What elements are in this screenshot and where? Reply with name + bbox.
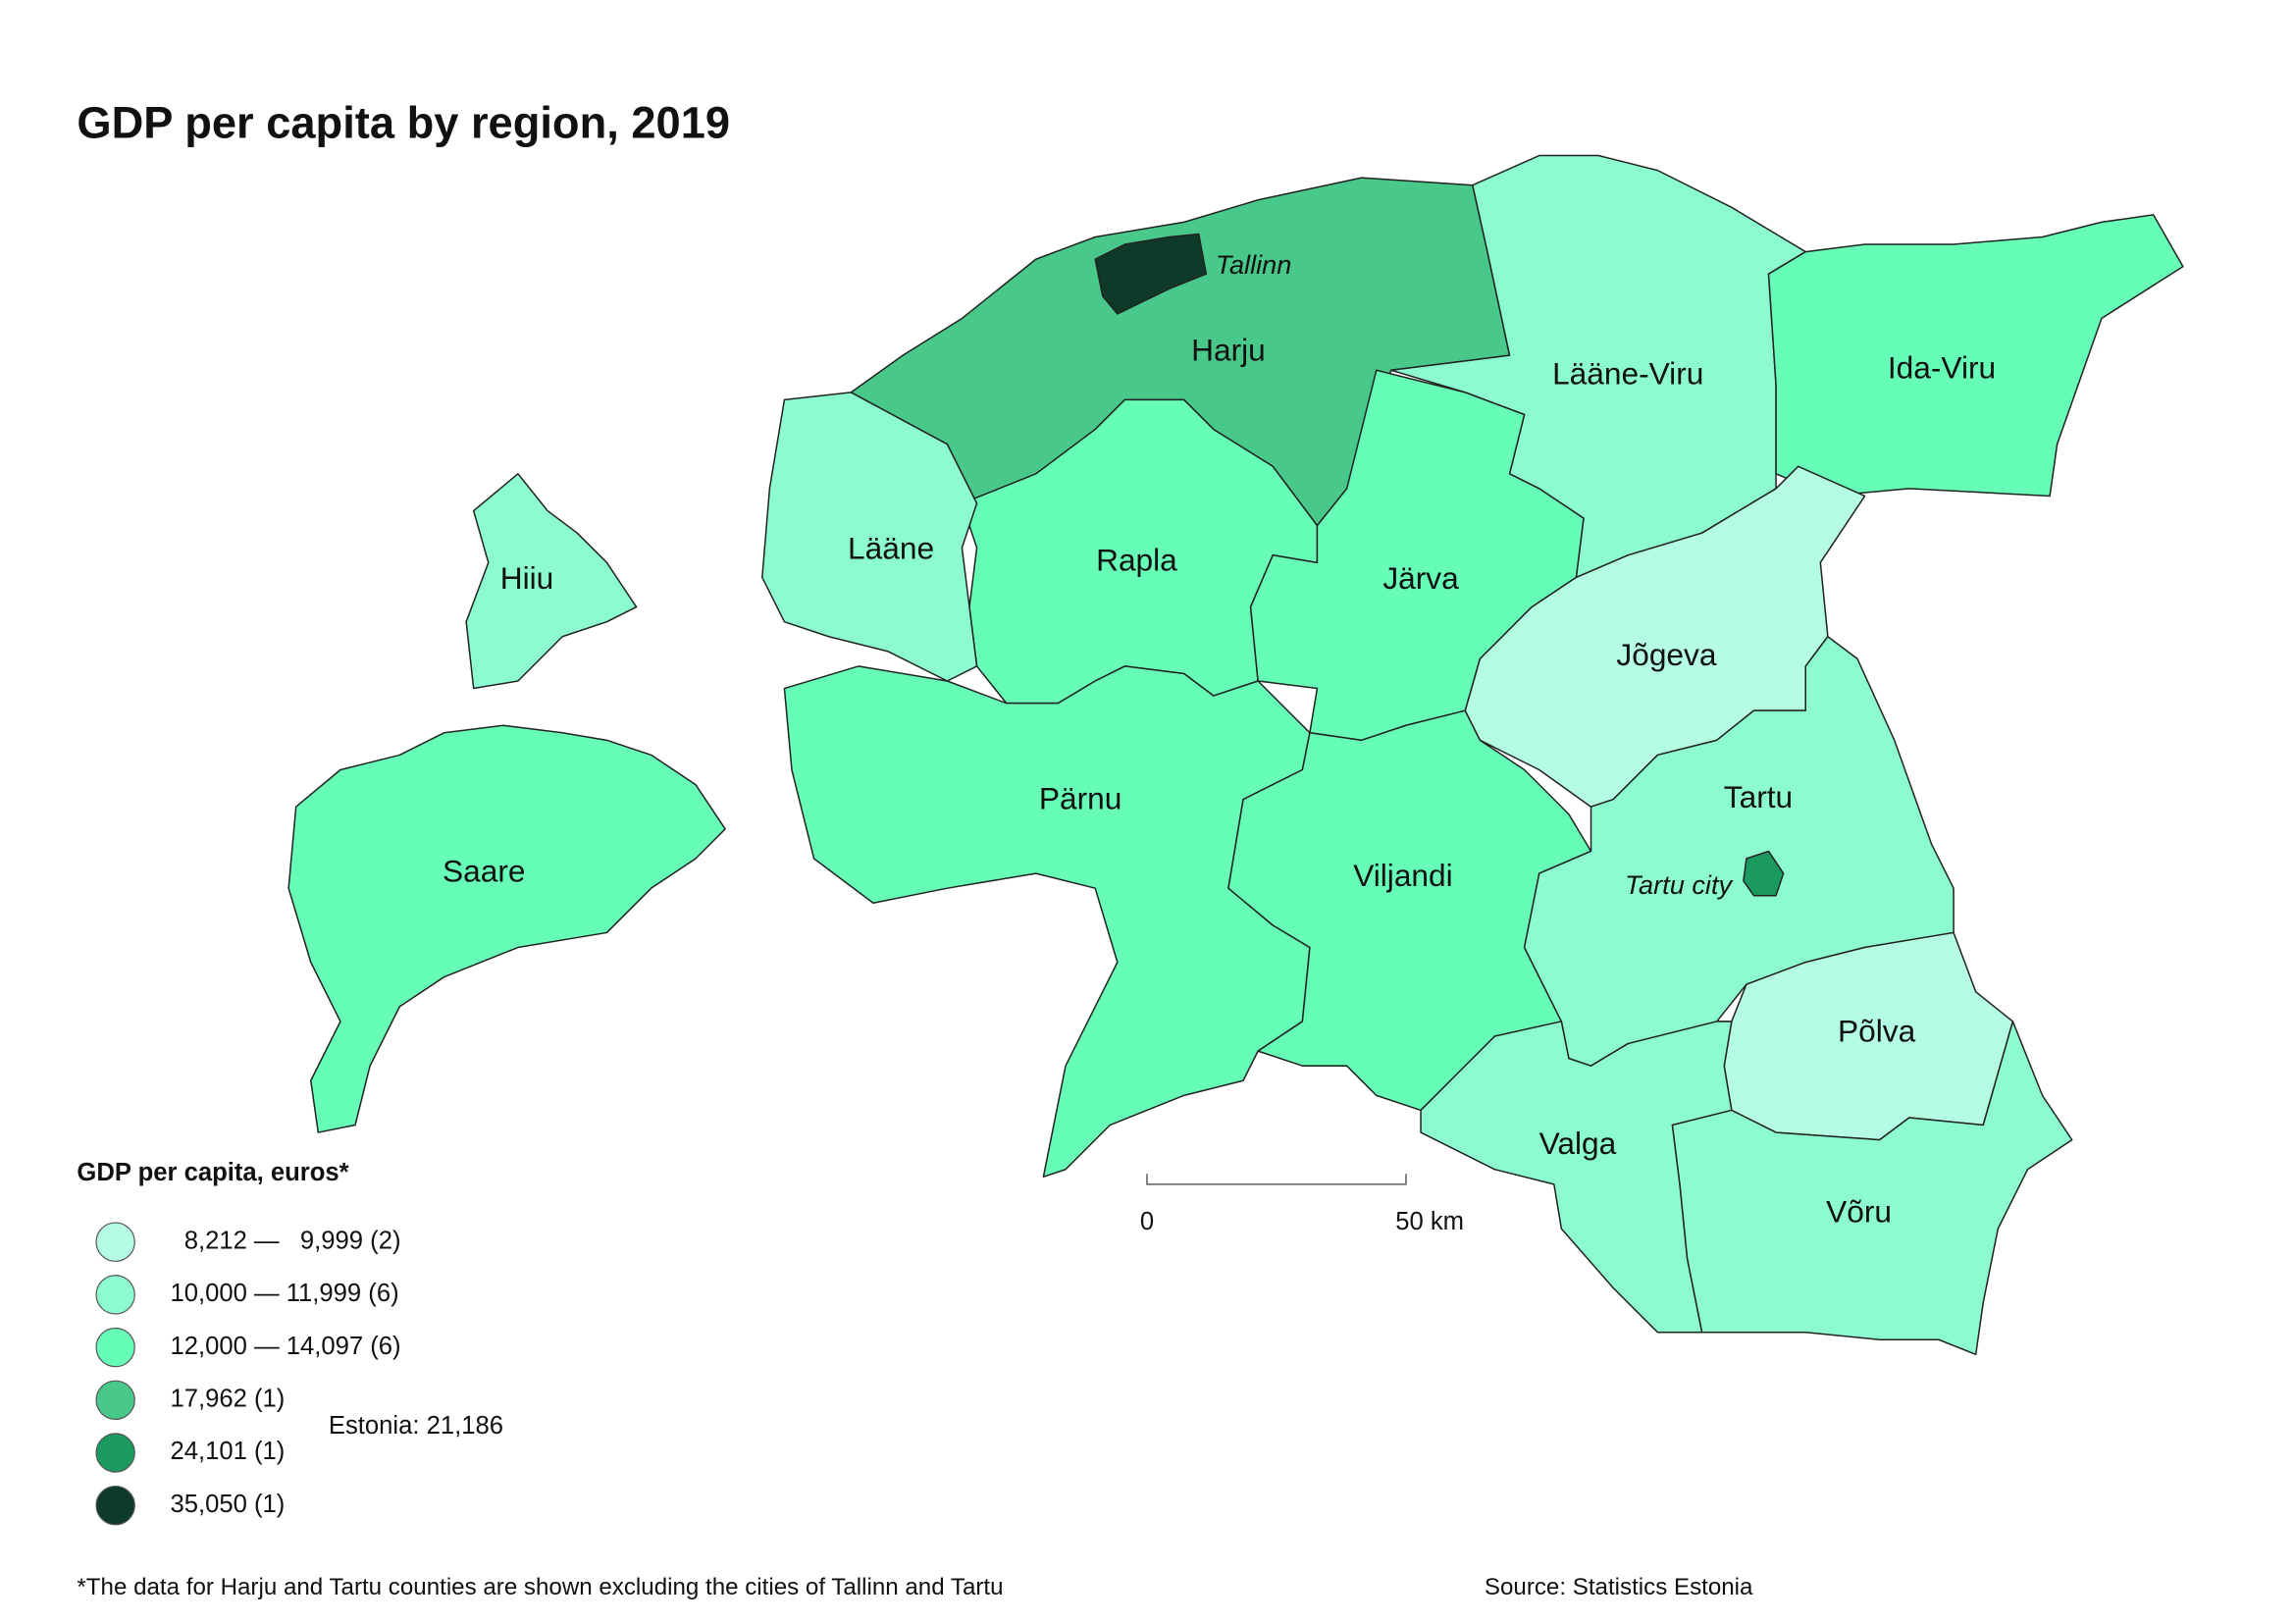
scale-start: 0 [1140, 1208, 1154, 1235]
region-shape [1743, 850, 1785, 897]
region-label: Viljandi [1353, 858, 1453, 893]
region-label: Järva [1382, 560, 1459, 596]
legend-swatch [95, 1275, 135, 1315]
region-label: Tallinn [1216, 249, 1291, 280]
region-label: Võru [1826, 1193, 1892, 1229]
legend-swatch [95, 1485, 135, 1526]
legend-label: 10,000 — 11,999 (6) [170, 1280, 398, 1307]
region-shape [287, 724, 726, 1133]
region-label: Jõgeva [1616, 637, 1716, 672]
footnote: *The data for Harju and Tartu counties a… [77, 1574, 1003, 1600]
region-label: Rapla [1096, 543, 1177, 578]
region-label: Põlva [1838, 1013, 1916, 1048]
legend-swatch [95, 1433, 135, 1473]
legend-label: 12,000 — 14,097 (6) [170, 1333, 400, 1360]
region-label: Hiiu [500, 560, 554, 596]
region-label: Tartu [1724, 779, 1793, 814]
legend-label: 8,212 — 9,999 (2) [170, 1227, 400, 1254]
region-shape [1094, 233, 1208, 315]
region-shape [761, 392, 978, 682]
region-label: Lääne-Viru [1552, 356, 1703, 392]
legend-total: Estonia: 21,186 [329, 1412, 503, 1440]
region-shape [1767, 214, 2184, 498]
region-shape [465, 473, 638, 690]
map-title: GDP per capita by region, 2019 [77, 97, 730, 147]
scale-line [1146, 1174, 1407, 1185]
legend-label: 35,050 (1) [170, 1491, 285, 1518]
legend-title: GDP per capita, euros* [77, 1159, 348, 1186]
region-label: Saare [443, 853, 525, 888]
region-label: Tartu city [1625, 869, 1734, 900]
legend-swatch [95, 1222, 135, 1262]
region-shape [1671, 1021, 2073, 1356]
legend: 8,212 — 9,999 (2) 10,000 — 11,999 (6) 12,0… [95, 1222, 401, 1526]
legend-label: 17,962 (1) [170, 1386, 285, 1413]
region-label: Ida-Viru [1888, 350, 1996, 386]
legend-swatch [95, 1327, 135, 1368]
region-label: Lääne [848, 531, 934, 566]
scale-bar: 0 50 km [1140, 1174, 1464, 1235]
region-label: Harju [1191, 333, 1266, 368]
regions: Harju Lääne-Viru Ida-Viru Rapla Järva Lääne Hi… [287, 154, 2184, 1356]
legend-swatch [95, 1380, 135, 1420]
region-label: Pärnu [1039, 781, 1121, 816]
scale-end: 50 km [1395, 1208, 1464, 1235]
source: Source: Statistics Estonia [1485, 1574, 1753, 1600]
region-label: Valga [1539, 1126, 1617, 1161]
legend-label: 24,101 (1) [170, 1438, 285, 1465]
